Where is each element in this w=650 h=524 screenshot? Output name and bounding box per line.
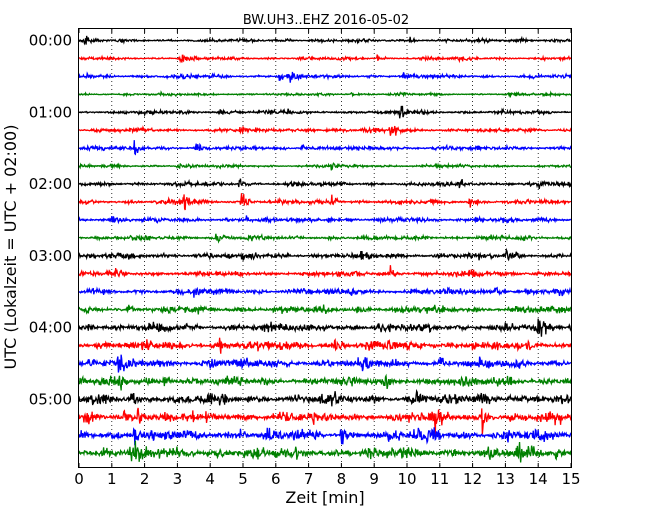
trace-0000: [78, 35, 572, 46]
trace-0545: [78, 440, 572, 463]
traces-group: [78, 35, 572, 463]
x-tick-label: 2: [140, 470, 150, 488]
y-tick-label: 05:00: [29, 390, 72, 408]
x-axis-label: Zeit [min]: [285, 488, 364, 507]
y-tick-label: 04:00: [29, 319, 72, 337]
y-tick-label: 00:00: [29, 32, 72, 50]
trace-0415: [78, 337, 572, 354]
trace-0400: [78, 318, 572, 337]
y-tick-label: 02:00: [29, 175, 72, 193]
x-tick-label: 15: [561, 470, 580, 488]
trace-0330: [78, 286, 572, 298]
trace-0245: [78, 232, 572, 244]
x-tick-label: 12: [463, 470, 482, 488]
x-tick-label: 3: [173, 470, 183, 488]
x-tick-label: 4: [205, 470, 215, 488]
trace-0515: [78, 407, 572, 435]
trace-0500: [78, 388, 572, 407]
y-tick-label: 03:00: [29, 247, 72, 265]
x-tick-label: 14: [529, 470, 548, 488]
x-tick-label: 9: [369, 470, 379, 488]
y-axis-label: UTC (Lokalzeit = UTC + 02:00): [1, 125, 20, 370]
trace-0215: [78, 193, 572, 211]
x-tick-label: 8: [337, 470, 347, 488]
trace-0230: [78, 215, 572, 225]
trace-0300: [78, 247, 572, 262]
x-tick-label: 13: [496, 470, 515, 488]
x-tick-label: 5: [238, 470, 248, 488]
chart-title: BW.UH3..EHZ 2016-05-02: [243, 13, 409, 28]
trace-0015: [78, 54, 572, 64]
trace-0030: [78, 71, 572, 83]
plot-frame: [78, 28, 572, 468]
trace-0200: [78, 178, 572, 190]
y-tick-label: 01:00: [29, 103, 72, 121]
axis-ticks: 0 1 2 3 4 5 6 7 8 9 10 11 12 13 14 1500:0001:0002:0003:…: [29, 29, 581, 488]
trace-0315: [78, 265, 572, 279]
x-tick-label: 11: [430, 470, 449, 488]
x-tick-label: 6: [271, 470, 281, 488]
trace-0445: [78, 373, 572, 391]
trace-0145: [78, 161, 572, 171]
trace-0430: [78, 354, 572, 373]
x-tick-label: 7: [304, 470, 314, 488]
trace-0100: [78, 105, 572, 119]
trace-0045: [78, 90, 572, 99]
x-tick-label: 10: [397, 470, 416, 488]
trace-0130: [78, 140, 572, 156]
x-tick-label: 1: [107, 470, 117, 488]
trace-0530: [78, 427, 572, 446]
x-tick-label: 0: [74, 470, 84, 488]
trace-0345: [78, 304, 572, 315]
trace-0115: [78, 125, 572, 136]
